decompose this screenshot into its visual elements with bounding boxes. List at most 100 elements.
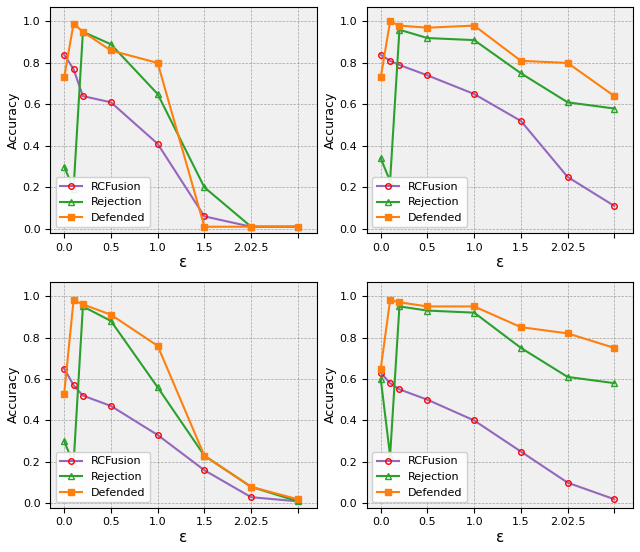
Y-axis label: Accuracy: Accuracy: [7, 366, 20, 423]
Y-axis label: Accuracy: Accuracy: [323, 91, 337, 148]
Defended: [377, 74, 385, 81]
RCFusion: [154, 432, 161, 438]
Rejection: [200, 453, 208, 459]
Defended: [60, 390, 68, 397]
Defended: [154, 343, 161, 349]
Rejection: [79, 303, 87, 310]
Rejection: [564, 374, 572, 380]
RCFusion: [247, 224, 255, 230]
Legend: RCFusion, Rejection, Defended: RCFusion, Rejection, Defended: [56, 452, 150, 502]
Line: RCFusion: RCFusion: [61, 366, 301, 504]
RCFusion: [611, 496, 618, 502]
Defended: [294, 224, 301, 230]
Defended: [470, 22, 478, 29]
Rejection: [377, 376, 385, 383]
Defended: [564, 330, 572, 337]
Rejection: [70, 461, 77, 468]
X-axis label: ε: ε: [179, 256, 188, 270]
Rejection: [611, 380, 618, 386]
Defended: [107, 47, 115, 54]
Rejection: [396, 303, 403, 310]
Defended: [79, 29, 87, 35]
Rejection: [154, 91, 161, 97]
Rejection: [107, 317, 115, 324]
RCFusion: [517, 448, 525, 455]
Defended: [377, 365, 385, 372]
Defended: [396, 299, 403, 306]
Defended: [424, 303, 431, 310]
RCFusion: [387, 57, 394, 64]
Line: RCFusion: RCFusion: [378, 370, 617, 502]
Rejection: [387, 178, 394, 184]
X-axis label: ε: ε: [496, 256, 504, 270]
Defended: [470, 303, 478, 310]
Legend: RCFusion, Rejection, Defended: RCFusion, Rejection, Defended: [372, 452, 467, 502]
Defended: [107, 311, 115, 318]
Rejection: [70, 186, 77, 193]
Line: Defended: Defended: [378, 19, 617, 99]
RCFusion: [470, 91, 478, 97]
Defended: [247, 484, 255, 490]
Defended: [154, 60, 161, 66]
RCFusion: [564, 174, 572, 181]
Line: Rejection: Rejection: [61, 304, 301, 504]
RCFusion: [70, 66, 77, 72]
Line: RCFusion: RCFusion: [378, 52, 617, 209]
Defended: [396, 22, 403, 29]
Line: Defended: Defended: [61, 21, 301, 230]
RCFusion: [294, 498, 301, 505]
Rejection: [200, 184, 208, 190]
Rejection: [387, 453, 394, 459]
Rejection: [396, 26, 403, 33]
Line: Rejection: Rejection: [61, 29, 301, 230]
Rejection: [60, 438, 68, 444]
X-axis label: ε: ε: [179, 530, 188, 545]
Defended: [70, 297, 77, 304]
RCFusion: [377, 51, 385, 58]
Defended: [294, 496, 301, 502]
Defended: [611, 344, 618, 351]
RCFusion: [200, 467, 208, 474]
Y-axis label: Accuracy: Accuracy: [7, 91, 20, 148]
Rejection: [517, 70, 525, 77]
RCFusion: [424, 72, 431, 79]
Line: Defended: Defended: [61, 298, 301, 502]
RCFusion: [107, 99, 115, 105]
RCFusion: [470, 417, 478, 424]
Defended: [424, 24, 431, 31]
Rejection: [470, 309, 478, 316]
Rejection: [247, 224, 255, 230]
Defended: [387, 297, 394, 304]
Defended: [79, 301, 87, 307]
RCFusion: [564, 479, 572, 486]
Defended: [611, 93, 618, 99]
Defended: [517, 57, 525, 64]
RCFusion: [247, 494, 255, 501]
Defended: [517, 324, 525, 331]
Rejection: [424, 35, 431, 41]
RCFusion: [611, 203, 618, 209]
Rejection: [377, 155, 385, 162]
RCFusion: [154, 140, 161, 147]
RCFusion: [387, 380, 394, 386]
Rejection: [294, 224, 301, 230]
Defended: [70, 20, 77, 27]
Rejection: [247, 484, 255, 490]
Rejection: [294, 498, 301, 505]
RCFusion: [294, 224, 301, 230]
Defended: [247, 224, 255, 230]
Line: Rejection: Rejection: [378, 27, 617, 184]
RCFusion: [200, 213, 208, 220]
Defended: [387, 18, 394, 25]
Rejection: [517, 344, 525, 351]
RCFusion: [60, 51, 68, 58]
Rejection: [424, 307, 431, 314]
Rejection: [107, 41, 115, 47]
Legend: RCFusion, Rejection, Defended: RCFusion, Rejection, Defended: [56, 177, 150, 227]
RCFusion: [107, 402, 115, 409]
Legend: RCFusion, Rejection, Defended: RCFusion, Rejection, Defended: [372, 177, 467, 227]
RCFusion: [60, 365, 68, 372]
Y-axis label: Accuracy: Accuracy: [323, 366, 337, 423]
RCFusion: [79, 93, 87, 99]
RCFusion: [396, 386, 403, 392]
